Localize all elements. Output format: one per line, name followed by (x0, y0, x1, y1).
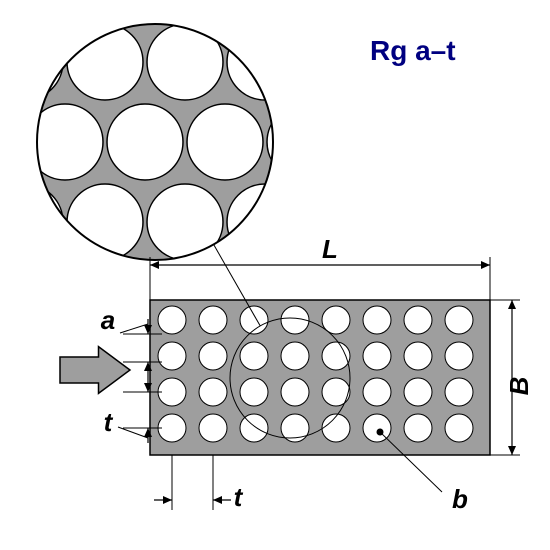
direction-arrow-icon (60, 347, 130, 394)
dim-label-a: a (101, 305, 115, 335)
dim-label-B: B (504, 377, 534, 396)
title-label: Rg a–t (370, 35, 456, 66)
dim-label-L: L (322, 234, 338, 264)
dim-label-t-side: t (104, 407, 114, 437)
magnifier-detail (0, 19, 383, 265)
dim-label-b: b (452, 484, 468, 514)
perforated-plate (150, 300, 490, 455)
dim-label-t-bottom: t (234, 482, 244, 512)
